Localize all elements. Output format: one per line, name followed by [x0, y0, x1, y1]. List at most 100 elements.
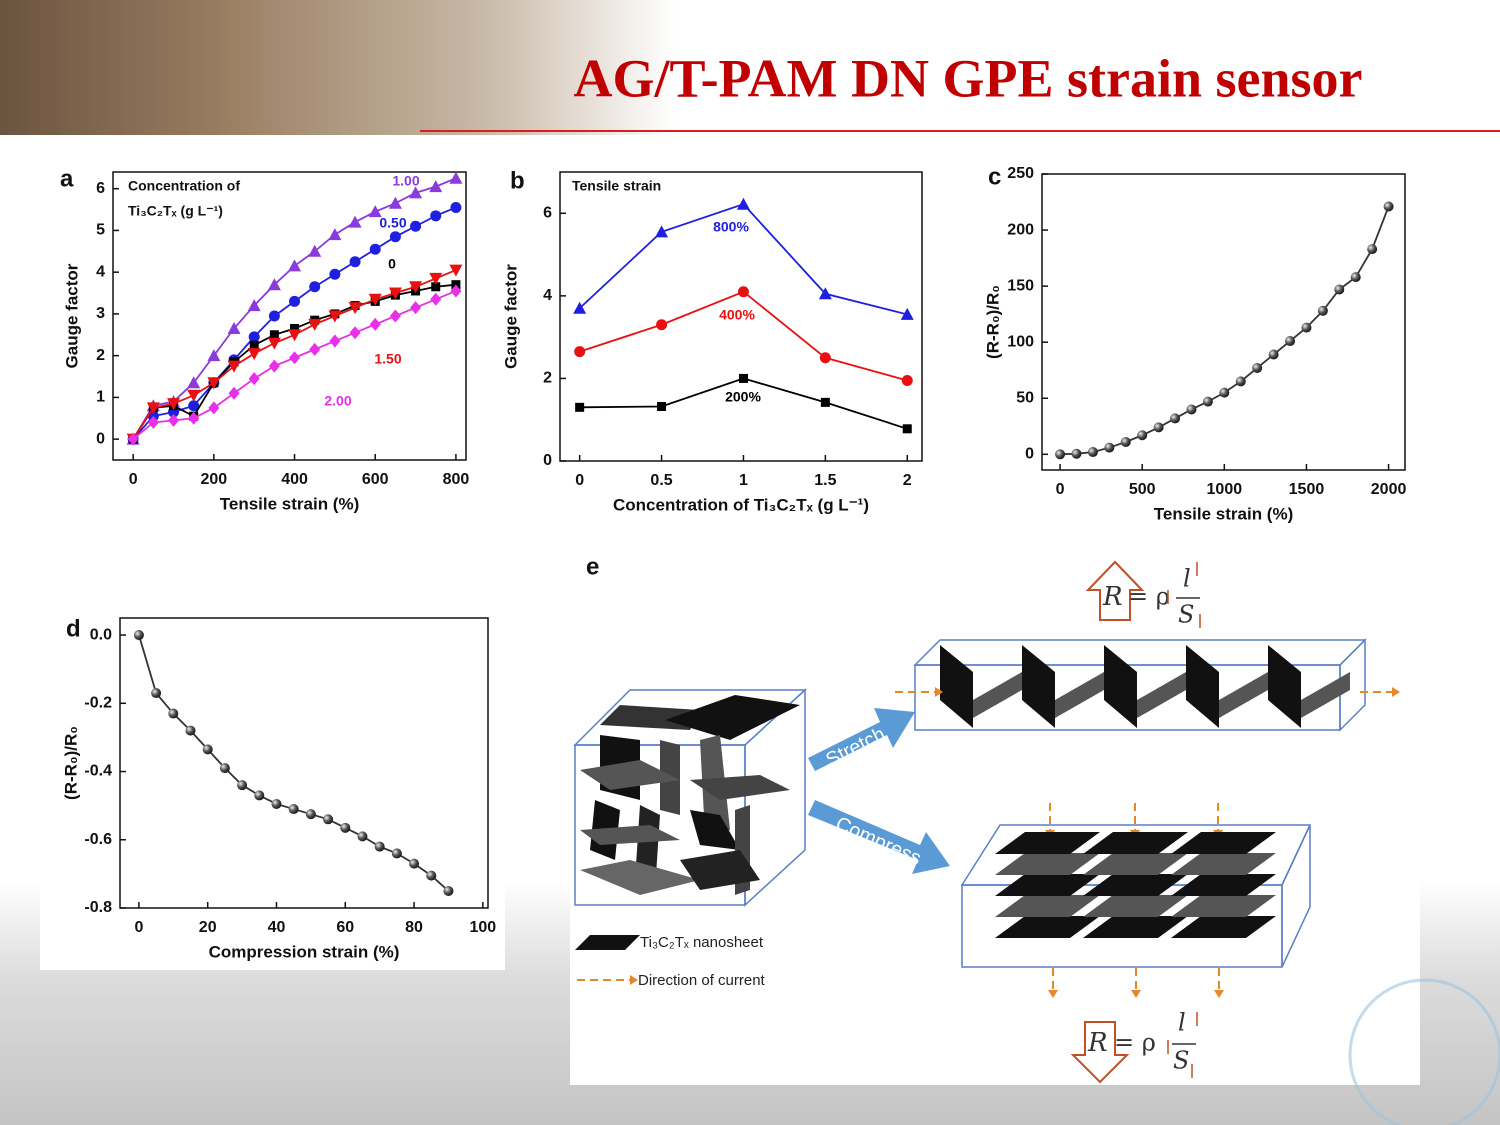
legend-current-head: [630, 975, 638, 985]
marker: [248, 372, 260, 386]
y-tick-label: -0.8: [84, 899, 112, 916]
y-tick-label: 6: [543, 205, 552, 222]
y-tick-label: 3: [96, 305, 105, 322]
x-tick-label: 100: [469, 919, 496, 936]
marker: [1383, 201, 1394, 212]
marker: [575, 402, 585, 412]
y-axis-label: (R-R₀)/R₀: [983, 285, 1002, 359]
series-label: 400%: [719, 307, 755, 323]
marker: [901, 374, 913, 386]
emblem: [1348, 978, 1500, 1125]
diagram: e Stretch Compress: [573, 553, 1400, 1084]
sheet: [1171, 832, 1276, 854]
series-label: 1.50: [374, 351, 401, 367]
marker: [168, 413, 180, 427]
marker: [328, 228, 342, 241]
y-tick-label: 0: [96, 430, 105, 447]
marker: [207, 349, 221, 362]
slide-title: AG/T-PAM DN GPE strain sensor: [574, 48, 1363, 108]
plot-frame: [559, 171, 923, 462]
formula: l: [1178, 1009, 1186, 1037]
marker: [208, 401, 220, 415]
x-tick-label: 1.5: [814, 472, 836, 489]
marker: [1153, 422, 1164, 433]
marker: [187, 376, 201, 389]
y-tick-label: 100: [1007, 333, 1034, 350]
x-tick-label: 1: [739, 472, 748, 489]
marker: [1202, 396, 1213, 407]
marker: [430, 292, 442, 306]
formula: l: [1183, 565, 1191, 593]
x-tick-label: 500: [1129, 481, 1156, 498]
plot-frame: [119, 617, 489, 909]
marker: [1170, 413, 1181, 424]
y-tick-label: 0: [543, 452, 552, 469]
marker: [1334, 284, 1345, 295]
marker: [1186, 404, 1197, 415]
marker: [1219, 387, 1230, 398]
marker: [737, 286, 749, 298]
up-arrow: [1085, 560, 1145, 621]
marker: [1055, 449, 1066, 460]
marker: [167, 398, 181, 411]
marker: [268, 310, 280, 322]
marker: [655, 225, 669, 238]
x-axis-label: Concentration of Ti₃C₂Tₓ (g L⁻¹): [613, 495, 869, 514]
legend-title: Tensile strain: [572, 178, 661, 194]
marker: [574, 346, 586, 358]
marker: [288, 804, 299, 815]
marker: [426, 870, 437, 881]
compress-arrow: [808, 800, 950, 874]
series-label: 800%: [713, 219, 749, 235]
x-tick-label: 0: [1056, 481, 1065, 498]
y-tick-label: 2: [96, 347, 105, 364]
marker: [348, 215, 362, 228]
marker: [349, 326, 361, 340]
y-tick-label: 150: [1007, 277, 1034, 294]
marker: [818, 287, 832, 300]
legend-sheet: [575, 935, 640, 950]
plot-frame: [1041, 173, 1406, 471]
x-tick-label: 0: [129, 471, 138, 488]
marker: [247, 348, 261, 361]
series-label: 0.50: [379, 215, 406, 231]
legend-title: Ti₃C₂Tₓ (g L⁻¹): [128, 203, 223, 219]
marker: [1137, 430, 1148, 441]
marker: [1104, 442, 1115, 453]
marker: [1301, 322, 1312, 333]
formula: R: [1087, 1028, 1108, 1058]
down-arrow: [1070, 1021, 1130, 1084]
marker: [1071, 448, 1082, 459]
series-label: 0: [388, 256, 396, 272]
sheet: [940, 645, 973, 728]
marker: [409, 858, 420, 869]
marker: [820, 397, 830, 407]
marker: [388, 196, 402, 209]
marker: [409, 281, 423, 294]
marker: [228, 386, 240, 400]
x-tick-label: 40: [268, 919, 286, 936]
panel-letter: c: [988, 163, 1001, 190]
marker: [267, 337, 281, 350]
panel-letter: b: [510, 167, 525, 194]
marker: [227, 322, 241, 335]
y-axis-label: Gauge factor: [62, 263, 81, 368]
marker: [309, 342, 321, 356]
panel-letter: a: [60, 165, 74, 192]
marker: [368, 205, 382, 218]
marker: [187, 389, 201, 402]
sheet: [1171, 895, 1276, 917]
y-tick-label: 50: [1016, 389, 1034, 406]
marker: [151, 688, 162, 699]
marker: [738, 373, 748, 383]
marker: [248, 331, 260, 343]
y-tick-label: 5: [96, 222, 105, 239]
x-tick-label: 0: [575, 472, 584, 489]
marker: [340, 822, 351, 833]
y-tick-label: 0.0: [90, 626, 112, 643]
marker: [146, 402, 160, 415]
panel-letter: e: [586, 553, 599, 580]
sheet: [1186, 645, 1219, 728]
marker: [329, 268, 341, 280]
